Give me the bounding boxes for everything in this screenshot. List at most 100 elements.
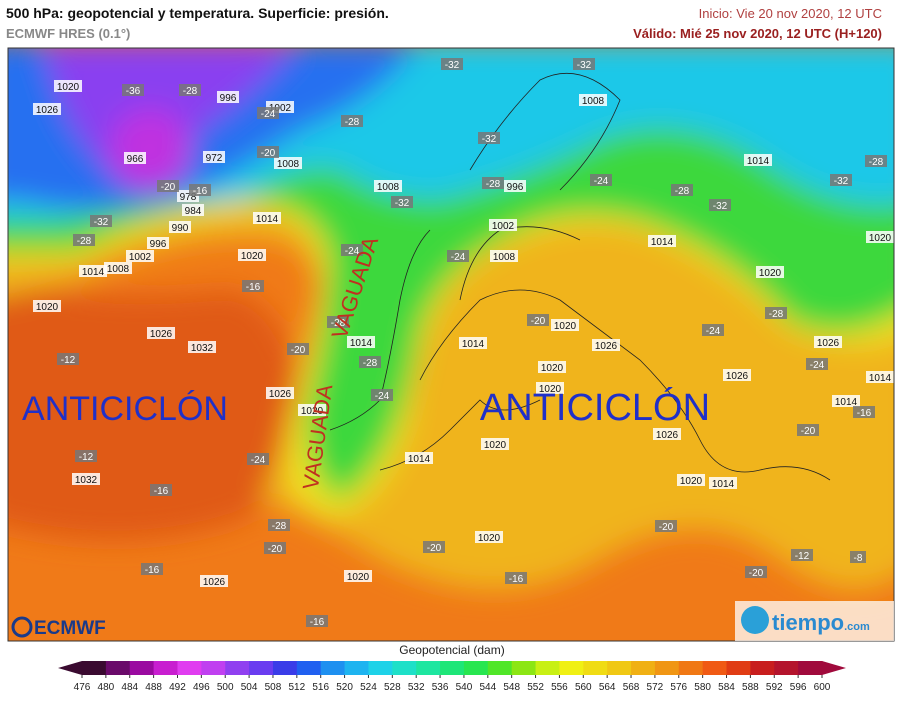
colorbar-swatch — [129, 661, 155, 675]
pressure-label-box — [536, 382, 564, 394]
temperature-label-box — [745, 566, 767, 578]
pressure-label: 1020 — [301, 406, 324, 417]
pressure-label-box — [298, 404, 326, 416]
temperature-label: -24 — [251, 455, 266, 466]
temperature-label: -28 — [345, 117, 360, 128]
pressure-label: 1008 — [107, 264, 130, 275]
pressure-label: 984 — [185, 206, 202, 217]
colorbar-tick-label: 548 — [503, 682, 520, 693]
colorbar-tick-label: 572 — [647, 682, 664, 693]
model: ECMWF HRES (0.1°) — [6, 26, 130, 41]
temperature-label: -16 — [145, 565, 160, 576]
pressure-label: 1008 — [277, 159, 300, 170]
temperature-label-box — [157, 180, 179, 192]
pressure-label-box — [538, 361, 566, 373]
colorbar-swatch — [798, 661, 823, 675]
tiempo-logo: tiempo.com — [735, 601, 894, 641]
pressure-label: 1026 — [36, 105, 59, 116]
colorbar-swatch — [702, 661, 728, 675]
colorbar-swatch — [607, 661, 632, 675]
temperature-label-box — [287, 343, 309, 355]
temperature-label: -20 — [659, 522, 674, 533]
pressure-label-box — [274, 157, 302, 169]
ecmwf-logo: ECMWF — [11, 616, 106, 639]
temperature-label-box — [830, 174, 852, 186]
pressure-label-box — [866, 371, 894, 383]
temperature-label: -20 — [161, 182, 176, 193]
colorbar-swatch — [153, 661, 178, 675]
pressure-label: 1014 — [462, 339, 485, 350]
pressure-label-box — [169, 221, 191, 233]
temperature-label-box — [478, 132, 500, 144]
colorbar-tick-label: 508 — [265, 682, 282, 693]
colorbar-tick-label: 512 — [288, 682, 305, 693]
colorbar-tick-label: 528 — [384, 682, 401, 693]
colorbar-swatch — [225, 661, 250, 675]
colorbar-label: Geopotencial (dam) — [399, 643, 504, 657]
colorbar-tick-label: 488 — [145, 682, 162, 693]
pressure-label: 990 — [172, 223, 189, 234]
colorbar-tick-label: 576 — [670, 682, 687, 693]
pressure-label-box — [188, 341, 216, 353]
colorbar-swatch — [344, 661, 369, 675]
pressure-label: 972 — [206, 153, 223, 164]
temperature-label: -24 — [345, 246, 360, 257]
temperature-label: -24 — [261, 109, 276, 120]
pressure-label: 996 — [220, 93, 237, 104]
pressure-label-box — [147, 327, 175, 339]
init-time: Inicio: Vie 20 nov 2020, 12 UTC — [699, 6, 882, 21]
temperature-label: -24 — [810, 360, 825, 371]
pressure-label-box — [347, 336, 375, 348]
temperature-label: -16 — [509, 574, 524, 585]
colorbar-swatch — [296, 661, 322, 675]
colorbar-swatch — [392, 661, 417, 675]
temperature-label-box — [359, 356, 381, 368]
colorbar-swatch — [750, 661, 775, 675]
colorbar-tick-label: 532 — [408, 682, 425, 693]
temperature-label-box — [765, 307, 787, 319]
temperature-label-box — [590, 174, 612, 186]
pressure-label-box — [405, 452, 433, 464]
pressure-label: 1020 — [241, 251, 264, 262]
valid-time: Válido: Mié 25 nov 2020, 12 UTC (H+120) — [633, 26, 882, 41]
pressure-label: 1020 — [57, 82, 80, 93]
pressure-label: 1014 — [408, 454, 431, 465]
temperature-label: -32 — [577, 60, 592, 71]
colorbar-tick-label: 556 — [551, 682, 568, 693]
temperature-label-box — [257, 146, 279, 158]
pressure-label: 1014 — [256, 214, 279, 225]
colorbar-tick-label: 500 — [217, 682, 234, 693]
colorbar-swatch — [631, 661, 656, 675]
colorbar-tick-label: 544 — [479, 682, 496, 693]
colorbar-swatch — [249, 661, 274, 675]
colorbar-swatch — [201, 661, 226, 675]
pressure-label: 1008 — [493, 252, 516, 263]
colorbar-swatch — [726, 661, 751, 675]
temperature-label: -28 — [486, 179, 501, 190]
pressure-label: 1026 — [269, 389, 292, 400]
temperature-label: -24 — [706, 326, 721, 337]
pressure-label: 1032 — [191, 343, 214, 354]
pressure-label: 966 — [127, 154, 144, 165]
temperature-label: -20 — [261, 148, 276, 159]
pressure-label: 996 — [150, 239, 167, 250]
pressure-label-box — [124, 152, 146, 164]
colorbar-tick-label: 476 — [74, 682, 91, 693]
pressure-label: 1020 — [478, 533, 501, 544]
temperature-label-box — [482, 177, 504, 189]
colorbar-tick-label: 496 — [193, 682, 210, 693]
pressure-label: 1020 — [680, 476, 703, 487]
temperature-label-box — [179, 84, 201, 96]
colorbar-tick-label: 520 — [336, 682, 353, 693]
colorbar-tick-label: 492 — [169, 682, 186, 693]
tiempo-text: tiempo.com — [772, 610, 870, 635]
temperature-label-box — [527, 314, 549, 326]
temperature-label: -12 — [79, 452, 94, 463]
temperature-label-box — [423, 541, 445, 553]
pressure-label: 1020 — [36, 302, 59, 313]
colorbar-tick-label: 564 — [599, 682, 616, 693]
colorbar-tick-label: 584 — [718, 682, 735, 693]
pressure-label-box — [814, 336, 842, 348]
pressure-label: 1020 — [539, 384, 562, 395]
colorbar-tick-label: 588 — [742, 682, 759, 693]
